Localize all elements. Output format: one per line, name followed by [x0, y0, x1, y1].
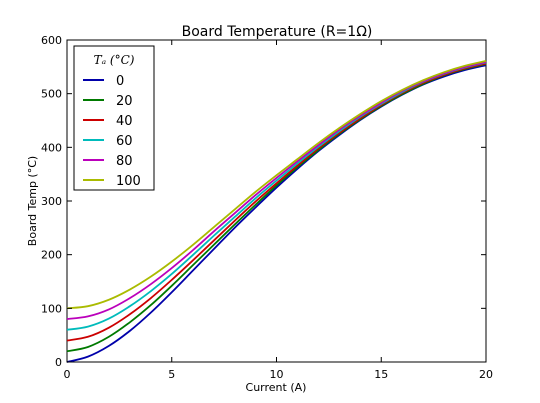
- series-layer: [66, 60, 487, 363]
- y-tick-label: 300: [41, 195, 62, 208]
- legend-label-20: 20: [116, 94, 133, 109]
- series-line-20: [66, 63, 487, 353]
- y-tick-label: 100: [41, 302, 62, 315]
- x-tick-label: 5: [168, 368, 175, 381]
- x-tick-label: 0: [64, 368, 71, 381]
- series-line-80: [66, 61, 487, 320]
- legend-title: Tₐ (°C): [94, 53, 135, 67]
- x-tick-label: 15: [374, 368, 388, 381]
- legend-entries: 0 20 40 60 80 100: [83, 74, 141, 189]
- legend-label-80: 80: [116, 154, 133, 169]
- legend-label-60: 60: [116, 134, 133, 149]
- y-tick-label: 400: [41, 141, 62, 154]
- x-axis-label: Current (A): [246, 381, 307, 394]
- y-tick-label: 500: [41, 88, 62, 101]
- y-axis-label: Board Temp (°C): [26, 156, 39, 246]
- y-tick-label: 0: [55, 356, 62, 369]
- legend-frame: [73, 45, 155, 191]
- x-tick-label: 20: [479, 368, 493, 381]
- x-axis-ticks: 0 5 10 15 20: [64, 40, 493, 381]
- series-line-40: [66, 62, 487, 342]
- y-tick-label: 200: [41, 249, 62, 262]
- legend-label-40: 40: [116, 114, 133, 129]
- legend-label-0: 0: [116, 74, 124, 89]
- x-tick-label: 10: [270, 368, 284, 381]
- chart-title: Board Temperature (R=1Ω): [182, 24, 373, 40]
- series-line-100: [66, 60, 487, 310]
- y-tick-label: 600: [41, 34, 62, 47]
- legend: Tₐ (°C) 0 20 40 60 80 100: [73, 45, 155, 191]
- legend-label-100: 100: [116, 174, 141, 189]
